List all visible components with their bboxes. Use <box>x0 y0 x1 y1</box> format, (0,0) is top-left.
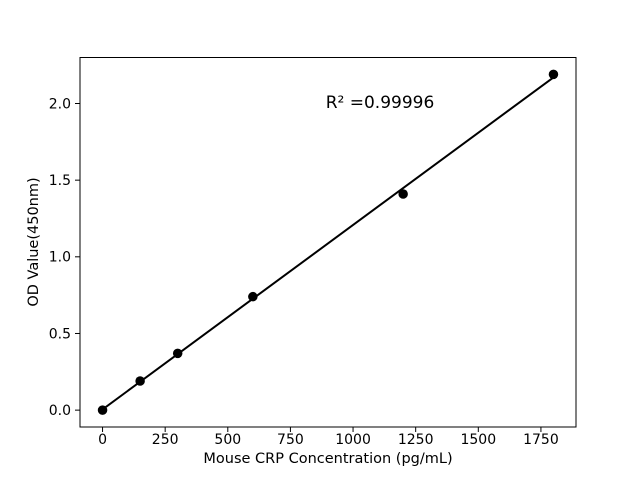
data-point <box>97 405 108 415</box>
x-tick-label: 1750 <box>523 432 559 448</box>
x-tick-label: 1000 <box>335 432 371 448</box>
data-point <box>248 291 258 302</box>
r-squared-annotation: R² =0.99996 <box>326 93 435 113</box>
plot-layer: 0 250 500 750 1000 1250 1500 1750 0.0 0.5 1.0 1.5 2.… <box>49 57 577 448</box>
y-tick-label: 0.0 <box>49 403 71 419</box>
axes-box <box>79 57 577 428</box>
x-tick-label: 500 <box>214 432 241 448</box>
fit-line <box>101 76 555 411</box>
x-tick-label: 250 <box>152 432 179 448</box>
y-tick-label: 0.5 <box>49 326 71 342</box>
y-axis-label: OD Value(450nm) <box>26 177 42 306</box>
y-tick-label: 1.0 <box>49 250 71 266</box>
data-point <box>172 348 183 359</box>
x-tick-label: 750 <box>277 432 304 448</box>
x-tick-label: 1500 <box>460 432 496 448</box>
data-point <box>398 189 408 199</box>
x-tick-label: 0 <box>98 432 107 448</box>
y-tick-label: 1.5 <box>49 173 71 189</box>
data-point <box>548 69 559 80</box>
y-tick-label: 2.0 <box>49 96 71 112</box>
x-axis-label: Mouse CRP Concentration (pg/mL) <box>203 451 452 467</box>
x-tick-label: 1250 <box>398 432 434 448</box>
data-point <box>135 376 145 386</box>
